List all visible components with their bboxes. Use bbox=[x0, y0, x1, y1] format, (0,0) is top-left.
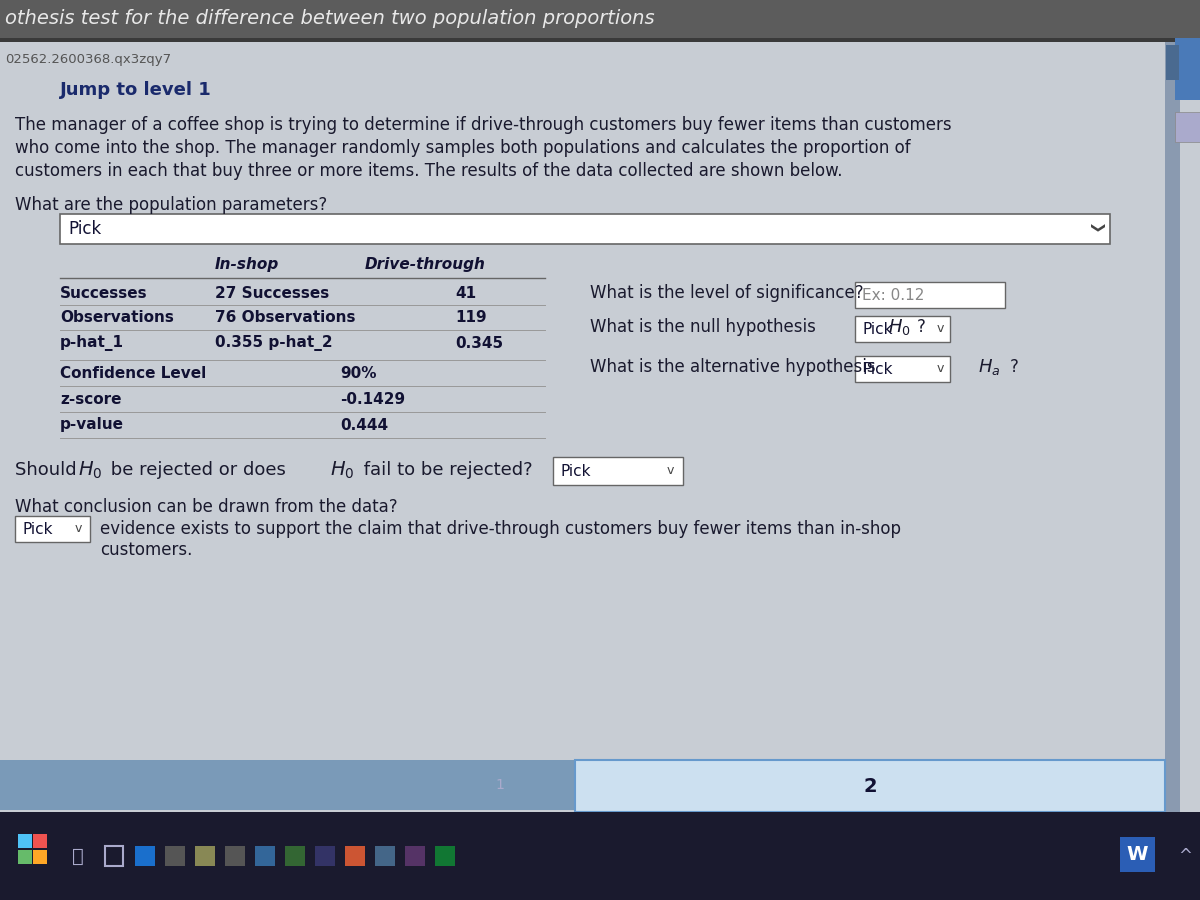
Bar bbox=[286, 846, 305, 866]
FancyBboxPatch shape bbox=[0, 760, 1165, 810]
Text: Pick: Pick bbox=[22, 521, 53, 536]
Bar bbox=[34, 850, 47, 864]
Text: What conclusion can be drawn from the data?: What conclusion can be drawn from the da… bbox=[14, 498, 397, 516]
Text: 02562.2600368.qx3zqy7: 02562.2600368.qx3zqy7 bbox=[5, 53, 172, 67]
Bar bbox=[166, 846, 185, 866]
Text: Jump to level 1: Jump to level 1 bbox=[60, 81, 211, 99]
Text: Drive-through: Drive-through bbox=[365, 256, 486, 272]
Text: ?: ? bbox=[1010, 358, 1019, 376]
Text: v: v bbox=[74, 523, 83, 536]
Text: 119: 119 bbox=[455, 310, 487, 326]
Bar bbox=[374, 846, 395, 866]
Text: Should: Should bbox=[14, 461, 83, 479]
Text: Pick: Pick bbox=[560, 464, 590, 479]
Text: v: v bbox=[937, 322, 944, 336]
Text: What are the population parameters?: What are the population parameters? bbox=[14, 196, 328, 214]
FancyBboxPatch shape bbox=[575, 760, 1165, 812]
Text: $H_0$: $H_0$ bbox=[78, 459, 102, 481]
Text: 0.444: 0.444 bbox=[340, 418, 388, 433]
Text: fail to be rejected?: fail to be rejected? bbox=[358, 461, 533, 479]
FancyBboxPatch shape bbox=[1120, 837, 1154, 872]
Text: What is the null hypothesis: What is the null hypothesis bbox=[590, 318, 821, 336]
Text: z-score: z-score bbox=[60, 392, 121, 407]
Bar bbox=[18, 834, 32, 848]
Bar bbox=[134, 846, 155, 866]
Text: ❯: ❯ bbox=[1088, 223, 1102, 235]
FancyBboxPatch shape bbox=[1165, 42, 1180, 840]
Text: 27 Successes: 27 Successes bbox=[215, 285, 329, 301]
FancyBboxPatch shape bbox=[1175, 112, 1200, 142]
Text: 76 Observations: 76 Observations bbox=[215, 310, 355, 326]
Text: What is the level of significance?: What is the level of significance? bbox=[590, 284, 864, 302]
Text: 90%: 90% bbox=[340, 365, 377, 381]
Text: 1: 1 bbox=[496, 778, 504, 792]
FancyBboxPatch shape bbox=[0, 812, 1200, 900]
Text: Pick: Pick bbox=[68, 220, 101, 238]
Bar bbox=[256, 846, 275, 866]
Text: Pick: Pick bbox=[862, 321, 893, 337]
FancyBboxPatch shape bbox=[14, 516, 90, 542]
Text: 0.345: 0.345 bbox=[455, 336, 503, 350]
Text: Successes: Successes bbox=[60, 285, 148, 301]
Bar bbox=[194, 846, 215, 866]
Text: v: v bbox=[937, 363, 944, 375]
Text: ^: ^ bbox=[1178, 847, 1192, 865]
Bar bbox=[226, 846, 245, 866]
Bar bbox=[406, 846, 425, 866]
Text: Ex: 0.12: Ex: 0.12 bbox=[862, 287, 924, 302]
Text: customers in each that buy three or more items. The results of the data collecte: customers in each that buy three or more… bbox=[14, 162, 842, 180]
Text: The manager of a coffee shop is trying to determine if drive-through customers b: The manager of a coffee shop is trying t… bbox=[14, 116, 952, 134]
Text: 41: 41 bbox=[455, 285, 476, 301]
Bar bbox=[436, 846, 455, 866]
Text: evidence exists to support the claim that drive-through customers buy fewer item: evidence exists to support the claim tha… bbox=[100, 520, 901, 538]
Text: be rejected or does: be rejected or does bbox=[106, 461, 292, 479]
Bar bbox=[34, 834, 47, 848]
Text: $H_0$: $H_0$ bbox=[330, 459, 354, 481]
FancyBboxPatch shape bbox=[0, 38, 1200, 42]
Text: W: W bbox=[1127, 845, 1147, 865]
Text: p-hat_1: p-hat_1 bbox=[60, 335, 124, 351]
Text: Confidence Level: Confidence Level bbox=[60, 365, 206, 381]
FancyBboxPatch shape bbox=[1166, 45, 1178, 80]
Text: In-shop: In-shop bbox=[215, 256, 280, 272]
FancyBboxPatch shape bbox=[854, 316, 950, 342]
Text: $H_a$: $H_a$ bbox=[978, 357, 1001, 377]
FancyBboxPatch shape bbox=[60, 214, 1110, 244]
Text: ?: ? bbox=[917, 318, 926, 336]
Text: customers.: customers. bbox=[100, 541, 192, 559]
FancyBboxPatch shape bbox=[854, 282, 1006, 308]
FancyBboxPatch shape bbox=[854, 356, 950, 382]
Text: Pick: Pick bbox=[862, 362, 893, 376]
FancyBboxPatch shape bbox=[1175, 38, 1200, 100]
Text: who come into the shop. The manager randomly samples both populations and calcul: who come into the shop. The manager rand… bbox=[14, 139, 911, 157]
Text: othesis test for the difference between two population proportions: othesis test for the difference between … bbox=[5, 10, 655, 29]
Bar bbox=[18, 850, 32, 864]
FancyBboxPatch shape bbox=[553, 457, 683, 485]
Text: -0.1429: -0.1429 bbox=[340, 392, 406, 407]
Text: 🔍: 🔍 bbox=[72, 847, 84, 866]
Text: Observations: Observations bbox=[60, 310, 174, 326]
Bar bbox=[346, 846, 365, 866]
Text: v: v bbox=[667, 464, 674, 478]
Bar bbox=[314, 846, 335, 866]
FancyBboxPatch shape bbox=[0, 0, 1200, 38]
Text: What is the alternative hypothesis: What is the alternative hypothesis bbox=[590, 358, 881, 376]
Text: 2: 2 bbox=[863, 777, 877, 796]
Text: $H_0$: $H_0$ bbox=[888, 317, 911, 337]
Text: p-value: p-value bbox=[60, 418, 124, 433]
Text: 0.355 p-hat_2: 0.355 p-hat_2 bbox=[215, 335, 332, 351]
